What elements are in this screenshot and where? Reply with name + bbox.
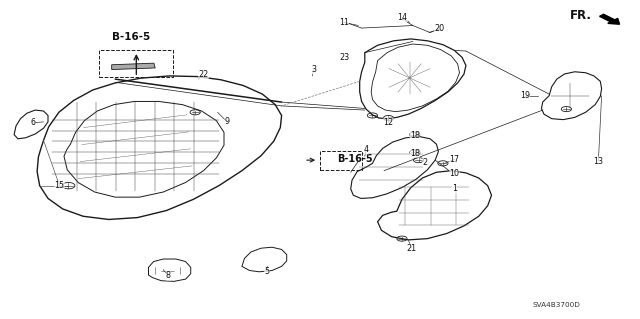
Text: 5: 5 — [264, 267, 269, 276]
Text: 14: 14 — [397, 13, 408, 22]
Bar — [320, 151, 362, 170]
Text: FR.: FR. — [570, 10, 592, 22]
Text: 18: 18 — [410, 149, 420, 158]
Text: 6: 6 — [31, 118, 36, 127]
Text: 8: 8 — [166, 271, 171, 280]
Polygon shape — [14, 110, 48, 139]
Bar — [99, 50, 173, 77]
Polygon shape — [360, 39, 466, 119]
Text: 1: 1 — [452, 184, 457, 193]
Text: 13: 13 — [593, 157, 604, 166]
Polygon shape — [351, 137, 438, 198]
Text: 23: 23 — [339, 53, 349, 62]
Polygon shape — [37, 76, 282, 219]
Polygon shape — [378, 171, 492, 240]
FancyArrow shape — [600, 14, 620, 24]
Text: 2: 2 — [422, 158, 428, 167]
Text: 17: 17 — [449, 155, 460, 164]
Polygon shape — [148, 259, 191, 281]
Text: SVA4B3700D: SVA4B3700D — [533, 302, 580, 308]
Text: B-16-5: B-16-5 — [337, 154, 373, 165]
Text: B-16-5: B-16-5 — [112, 32, 150, 42]
Polygon shape — [242, 247, 287, 272]
Text: 22: 22 — [198, 70, 209, 79]
Polygon shape — [541, 72, 602, 120]
Text: 11: 11 — [339, 18, 349, 27]
Text: 18: 18 — [410, 131, 420, 140]
Polygon shape — [111, 63, 155, 70]
Text: 12: 12 — [383, 118, 394, 127]
Text: 19: 19 — [520, 91, 530, 100]
Text: 20: 20 — [434, 24, 444, 33]
Text: 10: 10 — [449, 169, 460, 178]
Text: 15: 15 — [54, 181, 65, 190]
Text: 3: 3 — [311, 65, 316, 74]
Text: 9: 9 — [225, 117, 230, 126]
Text: 21: 21 — [406, 244, 417, 253]
Text: 4: 4 — [364, 145, 369, 154]
